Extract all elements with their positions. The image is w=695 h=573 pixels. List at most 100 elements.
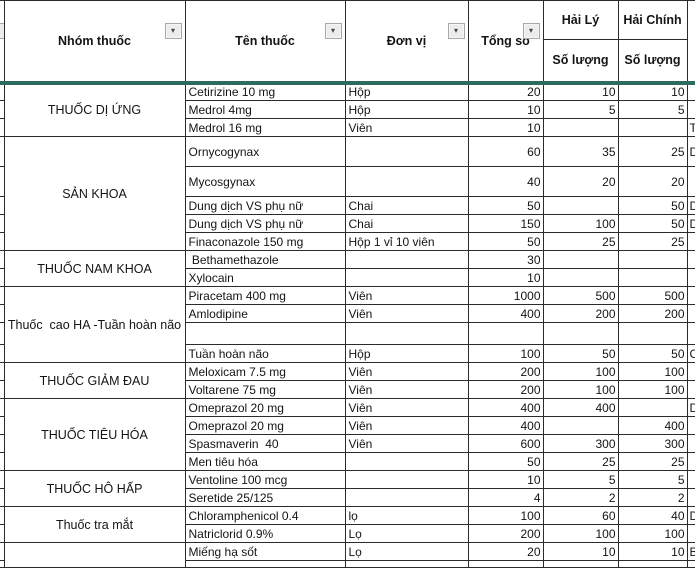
site1-qty-cell[interactable]: 100 xyxy=(542,524,619,543)
cutoff-note-cell[interactable]: D xyxy=(686,214,695,233)
unit-cell[interactable]: lọ xyxy=(344,506,469,525)
header-site1-qty[interactable]: Số lượng xyxy=(542,39,619,85)
site1-qty-cell[interactable]: 100 xyxy=(542,214,619,233)
drug-name-cell[interactable]: Miếng hạ sốt xyxy=(184,542,346,561)
total-qty-cell[interactable]: 40 xyxy=(467,166,544,197)
cutoff-note-cell[interactable] xyxy=(686,362,695,381)
site1-qty-cell[interactable]: 25 xyxy=(542,452,619,471)
unit-cell[interactable]: Viên xyxy=(344,380,469,399)
cutoff-note-cell[interactable]: D xyxy=(686,136,695,167)
total-qty-cell[interactable]: 400 xyxy=(467,304,544,323)
site1-qty-cell[interactable]: 10 xyxy=(542,82,619,101)
site1-qty-cell[interactable]: 300 xyxy=(542,434,619,453)
site1-qty-cell[interactable] xyxy=(542,196,619,215)
site2-qty-cell[interactable]: 100 xyxy=(617,380,688,399)
cutoff-note-cell[interactable] xyxy=(686,560,695,568)
unit-cell[interactable]: Viên xyxy=(344,416,469,435)
cutoff-note-cell[interactable] xyxy=(686,166,695,197)
total-qty-cell[interactable]: 400 xyxy=(467,416,544,435)
cutoff-note-cell[interactable]: D xyxy=(686,398,695,417)
site1-qty-cell[interactable]: 2 xyxy=(542,488,619,507)
header-site2-qty[interactable]: Số lượng xyxy=(617,39,688,85)
site2-qty-cell[interactable]: 20 xyxy=(617,166,688,197)
unit-cell[interactable]: Hộp 1 vỉ 10 viên xyxy=(344,232,469,251)
site1-qty-cell[interactable]: 25 xyxy=(542,232,619,251)
unit-cell[interactable]: Lọ xyxy=(344,524,469,543)
total-qty-cell[interactable]: 400 xyxy=(467,398,544,417)
site2-qty-cell[interactable]: 5 xyxy=(617,100,688,119)
site2-qty-cell[interactable] xyxy=(617,118,688,137)
site2-qty-cell[interactable]: 10 xyxy=(617,82,688,101)
drug-name-cell[interactable]: Chloramphenicol 0.4 xyxy=(184,506,346,525)
drug-name-cell[interactable]: Voltarene 75 mg xyxy=(184,380,346,399)
site2-qty-cell[interactable]: 100 xyxy=(617,524,688,543)
drug-name-cell[interactable]: Dung dịch VS phụ nữ xyxy=(184,196,346,215)
drug-name-cell[interactable]: Dung dịch VS phụ nữ xyxy=(184,214,346,233)
cutoff-note-cell[interactable] xyxy=(686,470,695,489)
site1-qty-cell[interactable] xyxy=(542,268,619,287)
drug-name-cell[interactable]: Ventoline 100 mcg xyxy=(184,470,346,489)
drug-name-cell[interactable]: Seretide 25/125 xyxy=(184,488,346,507)
header-name-col[interactable]: Tên thuốc ▾ xyxy=(184,0,346,85)
group-name-cell[interactable]: SẢN KHOA xyxy=(3,136,186,251)
cutoff-note-cell[interactable] xyxy=(686,268,695,287)
unit-cell[interactable]: Hộp xyxy=(344,100,469,119)
total-qty-cell[interactable]: 100 xyxy=(467,506,544,525)
site1-qty-cell[interactable]: 500 xyxy=(542,286,619,305)
group-name-cell[interactable]: THUỐC DỊ ỨNG xyxy=(3,82,186,137)
site1-qty-cell[interactable]: 100 xyxy=(542,380,619,399)
total-qty-cell[interactable]: 200 xyxy=(467,524,544,543)
cutoff-note-cell[interactable] xyxy=(686,286,695,305)
site2-qty-cell[interactable]: 5 xyxy=(617,470,688,489)
site1-qty-cell[interactable]: 200 xyxy=(542,304,619,323)
site1-qty-cell[interactable] xyxy=(542,322,619,345)
header-total-col[interactable]: Tổng số ▾ xyxy=(467,0,544,85)
group-name-cell[interactable]: Thuốc tra mắt xyxy=(3,506,186,543)
group-name-cell[interactable]: THUỐC HÔ HẤP xyxy=(3,470,186,507)
total-qty-cell[interactable]: 600 xyxy=(467,434,544,453)
site2-qty-cell[interactable]: 300 xyxy=(617,434,688,453)
drug-name-cell[interactable]: Medrol 4mg xyxy=(184,100,346,119)
site2-qty-cell[interactable]: 400 xyxy=(617,416,688,435)
site2-qty-cell[interactable] xyxy=(617,322,688,345)
cutoff-note-cell[interactable] xyxy=(686,524,695,543)
unit-cell[interactable]: Viên xyxy=(344,304,469,323)
unit-cell[interactable] xyxy=(344,452,469,471)
unit-cell[interactable]: Hộp xyxy=(344,82,469,101)
cutoff-note-cell[interactable] xyxy=(686,232,695,251)
total-qty-cell[interactable]: 50 xyxy=(467,196,544,215)
unit-cell[interactable] xyxy=(344,136,469,167)
total-qty-cell[interactable]: 20 xyxy=(467,82,544,101)
unit-cell[interactable] xyxy=(344,560,469,568)
site2-qty-cell[interactable]: 40 xyxy=(617,506,688,525)
unit-cell[interactable]: Viên xyxy=(344,434,469,453)
unit-cell[interactable]: Lọ xyxy=(344,542,469,561)
group-name-cell[interactable]: Thuốc cao HA -Tuần hoàn não xyxy=(3,286,186,363)
total-qty-cell[interactable]: 200 xyxy=(467,362,544,381)
group-name-cell[interactable]: THUỐC TIÊU HÓA xyxy=(3,398,186,471)
unit-cell[interactable]: Viên xyxy=(344,286,469,305)
cutoff-note-cell[interactable] xyxy=(686,82,695,101)
drug-name-cell[interactable] xyxy=(184,322,346,345)
drug-name-cell[interactable]: Spasmaverin 40 xyxy=(184,434,346,453)
site2-qty-cell[interactable]: 100 xyxy=(617,362,688,381)
total-qty-cell[interactable]: 100 xyxy=(467,344,544,363)
unit-cell[interactable]: Chai xyxy=(344,214,469,233)
unit-cell[interactable]: Chai xyxy=(344,196,469,215)
cutoff-note-cell[interactable] xyxy=(686,100,695,119)
cutoff-note-cell[interactable]: C xyxy=(686,344,695,363)
drug-name-cell[interactable]: Cetirizine 10 mg xyxy=(184,82,346,101)
site1-qty-cell[interactable] xyxy=(542,416,619,435)
site2-qty-cell[interactable]: 25 xyxy=(617,232,688,251)
site1-qty-cell[interactable]: 60 xyxy=(542,506,619,525)
site2-qty-cell[interactable] xyxy=(617,398,688,417)
unit-cell[interactable]: Viên xyxy=(344,362,469,381)
total-qty-cell[interactable]: 10 xyxy=(467,118,544,137)
cutoff-note-cell[interactable]: D xyxy=(686,196,695,215)
site2-qty-cell[interactable] xyxy=(617,268,688,287)
cutoff-note-cell[interactable]: D xyxy=(686,506,695,525)
total-qty-cell[interactable]: 150 xyxy=(467,214,544,233)
site1-qty-cell[interactable] xyxy=(542,118,619,137)
drug-name-cell[interactable]: Xylocain xyxy=(184,268,346,287)
header-site1[interactable]: Hải Lý xyxy=(542,0,619,40)
